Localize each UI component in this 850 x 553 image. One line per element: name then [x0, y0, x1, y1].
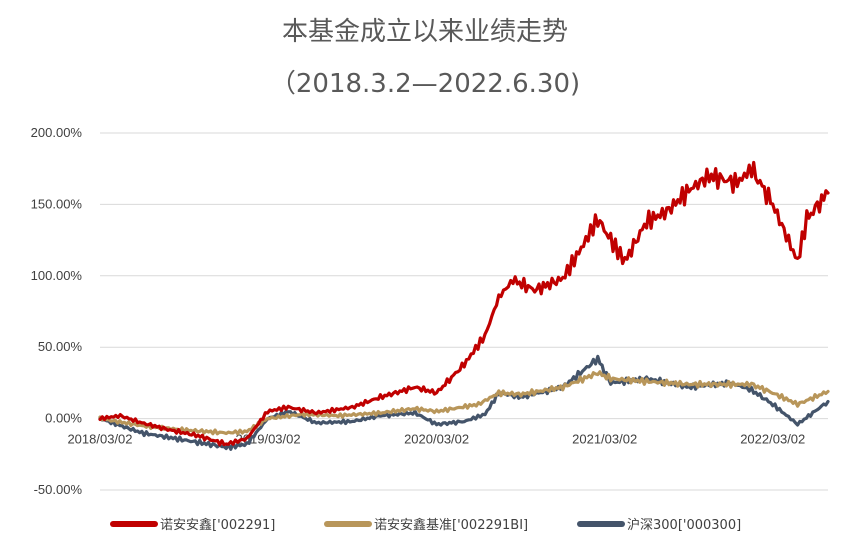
- chart-title: 本基金成立以来业绩走势: [282, 17, 568, 47]
- series-lines: [98, 160, 830, 451]
- series-line: [98, 160, 830, 447]
- legend-label: 诺安安鑫基准['002291BI]: [374, 517, 528, 533]
- y-tick-label: 150.00%: [31, 196, 83, 211]
- y-tick-label: 0.00%: [45, 411, 82, 426]
- legend-label: 诺安安鑫['002291]: [160, 517, 275, 533]
- y-tick-label: 100.00%: [31, 268, 83, 283]
- x-tick-label: 2022/03/02: [740, 432, 805, 447]
- gridlines: [100, 132, 828, 491]
- x-tick-label: 2018/03/02: [67, 432, 132, 447]
- series-line: [98, 370, 830, 436]
- legend: 诺安安鑫['002291] 诺安安鑫基准['002291BI] 沪深300['000…: [110, 517, 741, 533]
- y-tick-label: 50.00%: [38, 339, 83, 354]
- x-tick-label: 2021/03/02: [572, 432, 637, 447]
- x-tick-label: 2020/03/02: [404, 432, 469, 447]
- y-axis-ticks: 200.00% 150.00% 100.00% 50.00% 0.00% -50.00%: [31, 125, 83, 497]
- y-tick-label: 200.00%: [31, 125, 83, 140]
- y-tick-label: -50.00%: [34, 482, 83, 497]
- legend-label: 沪深300['000300]: [627, 517, 741, 533]
- chart-subtitle: （2018.3.2—2022.6.30): [270, 69, 580, 99]
